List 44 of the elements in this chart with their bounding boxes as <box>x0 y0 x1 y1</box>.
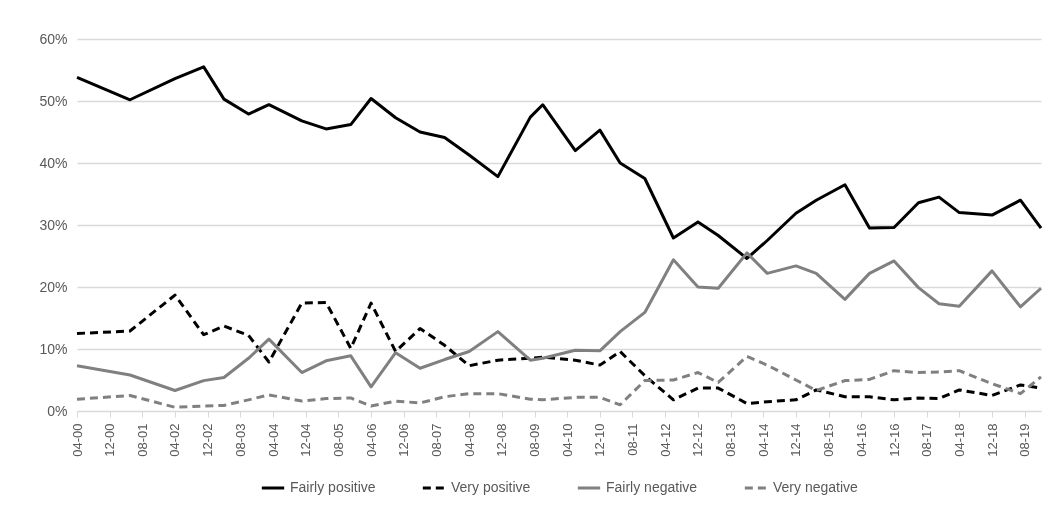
legend-label: Fairly negative <box>606 479 698 495</box>
x-tick-label: 12-10 <box>592 423 608 457</box>
y-tick-label: 60% <box>39 30 68 47</box>
x-tick-label: 08-09 <box>527 423 543 457</box>
x-tick-label: 04-08 <box>461 423 477 457</box>
x-tick-label: 08-01 <box>134 423 150 457</box>
x-tick-label: 04-02 <box>167 423 183 457</box>
y-tick-label: 20% <box>39 278 68 295</box>
x-tick-label: 12-18 <box>984 423 1000 457</box>
x-tick-label: 08-03 <box>232 423 248 457</box>
y-tick-label: 0% <box>47 402 68 419</box>
line-series <box>75 65 1043 260</box>
x-tick-label: 04-06 <box>363 423 379 457</box>
y-tick-label: 10% <box>39 340 68 357</box>
x-tick-label: 08-11 <box>624 423 640 456</box>
x-tick-label: 04-00 <box>69 423 85 457</box>
x-tick-label: 08-05 <box>330 423 346 457</box>
x-tick-label: 04-18 <box>951 423 967 457</box>
x-tick-label: 12-14 <box>788 423 804 457</box>
x-tick-label: 08-13 <box>723 423 739 457</box>
legend-label: Fairly positive <box>290 479 376 495</box>
x-tick-label: 12-04 <box>298 423 314 457</box>
x-tick-label: 04-12 <box>657 423 673 457</box>
line-series <box>75 354 1043 409</box>
legend-label: Very negative <box>773 479 859 495</box>
x-tick-label: 12-02 <box>200 423 216 457</box>
x-tick-label: 12-08 <box>494 423 510 457</box>
x-tick-label: 12-12 <box>690 423 706 457</box>
x-tick-label: 12-00 <box>102 423 118 457</box>
x-tick-label: 08-07 <box>428 423 444 457</box>
y-tick-label: 40% <box>39 154 68 171</box>
y-tick-label: 50% <box>39 92 68 109</box>
x-tick-label: 04-14 <box>755 423 771 457</box>
x-tick-label: 08-19 <box>1017 423 1033 457</box>
x-tick-label: 08-15 <box>821 423 837 457</box>
x-tick-label: 04-04 <box>265 423 281 457</box>
x-tick-label: 12-16 <box>886 423 902 457</box>
y-tick-label: 30% <box>39 216 68 233</box>
x-tick-label: 12-06 <box>396 423 412 457</box>
x-tick-label: 04-10 <box>559 423 575 457</box>
line-series <box>75 251 1043 393</box>
x-tick-label: 08-17 <box>919 423 935 457</box>
x-tick-label: 04-16 <box>853 423 869 457</box>
legend-label: Very positive <box>451 479 531 495</box>
